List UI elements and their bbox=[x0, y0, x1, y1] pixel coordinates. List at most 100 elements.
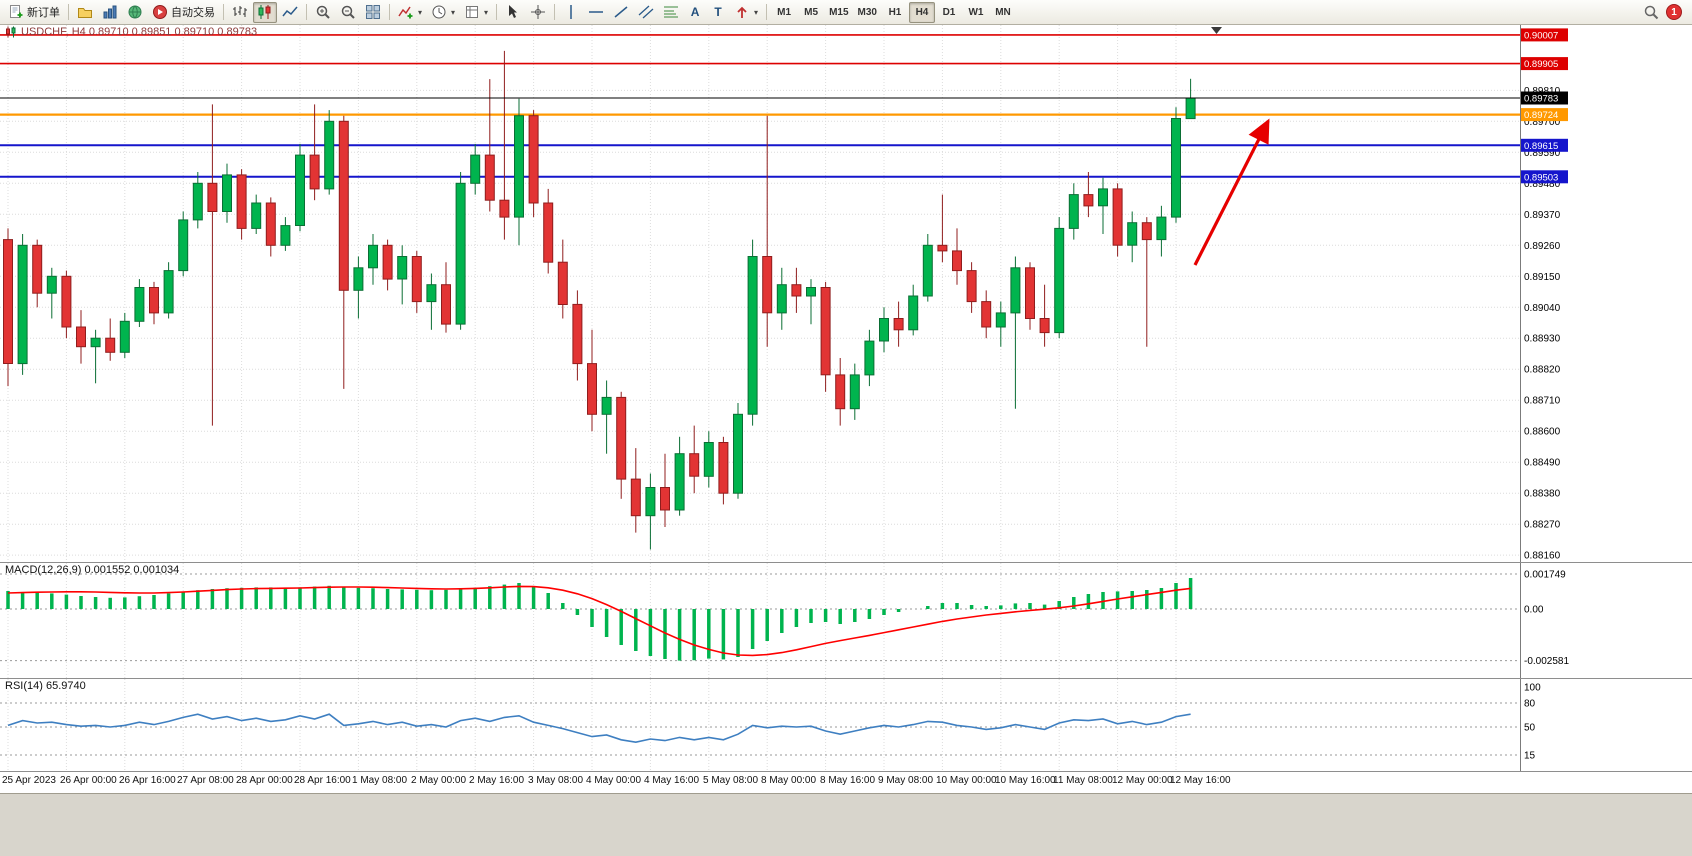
time-axis-label: 1 May 08:00 bbox=[352, 775, 408, 786]
metaeditor-button[interactable] bbox=[73, 2, 97, 23]
auto-trading-button[interactable]: 自动交易 bbox=[148, 2, 219, 23]
crosshair-tool-button[interactable] bbox=[526, 2, 550, 23]
label-icon: T bbox=[714, 5, 722, 19]
fibonacci-tool-button[interactable] bbox=[659, 2, 683, 23]
svg-text:0.88710: 0.88710 bbox=[1524, 396, 1561, 407]
time-axis-label: 8 May 16:00 bbox=[820, 775, 876, 786]
svg-text:0.88490: 0.88490 bbox=[1524, 458, 1561, 469]
svg-text:0.89590: 0.89590 bbox=[1524, 148, 1561, 159]
zoom-out-button[interactable] bbox=[336, 2, 360, 23]
svg-text:0.89700: 0.89700 bbox=[1524, 117, 1561, 128]
time-axis-label: 4 May 16:00 bbox=[644, 775, 700, 786]
svg-text:0.88380: 0.88380 bbox=[1524, 489, 1561, 500]
price-tag[interactable]: 0.89783 bbox=[1521, 91, 1568, 105]
time-axis-label: 28 Apr 16:00 bbox=[294, 775, 351, 786]
time-axis[interactable]: 25 Apr 2023 26 Apr 00:00 26 Apr 16:00 27 Ap… bbox=[0, 771, 1692, 793]
svg-text:0.88160: 0.88160 bbox=[1524, 551, 1561, 562]
timeframe-mn-button[interactable]: MN bbox=[990, 2, 1016, 23]
trend-arrow[interactable] bbox=[1193, 118, 1270, 266]
arrow-up-icon bbox=[734, 4, 750, 20]
charts-button[interactable] bbox=[98, 2, 122, 23]
history-center-button[interactable] bbox=[123, 2, 147, 23]
time-axis-label: 2 May 00:00 bbox=[411, 775, 467, 786]
periods-button[interactable]: ▾ bbox=[427, 2, 459, 23]
channel-tool-button[interactable] bbox=[634, 2, 658, 23]
time-axis-label: 28 Apr 00:00 bbox=[236, 775, 293, 786]
price-axis-labels: 0.89810 0.89700 0.89590 0.89480 0.89370 0.892… bbox=[1524, 86, 1561, 562]
chevron-down-icon: ▾ bbox=[754, 7, 759, 17]
chart-shift-marker[interactable] bbox=[1211, 27, 1222, 34]
candlestick-mode-button[interactable] bbox=[253, 1, 277, 23]
notification-badge[interactable]: 1 bbox=[1666, 4, 1682, 20]
templates-button[interactable]: ▾ bbox=[460, 2, 492, 23]
charts-icon bbox=[102, 4, 118, 20]
rsi-line bbox=[7, 713, 1191, 744]
time-axis-label: 10 May 00:00 bbox=[936, 775, 997, 786]
time-axis-label: 10 May 16:00 bbox=[995, 775, 1056, 786]
timeframe-h1-button[interactable]: H1 bbox=[882, 2, 908, 23]
clock-icon bbox=[431, 4, 447, 20]
template-icon bbox=[464, 4, 480, 20]
timeframe-m1-button[interactable]: M1 bbox=[771, 2, 797, 23]
new-order-icon bbox=[8, 4, 24, 20]
cursor-tool-button[interactable] bbox=[501, 2, 525, 23]
timeframe-m5-button[interactable]: M5 bbox=[798, 2, 824, 23]
search-button[interactable] bbox=[1639, 2, 1663, 23]
grid-layer: 100 80 50 15 bbox=[0, 679, 1541, 771]
candlestick-chart[interactable]: 0.89810 0.89700 0.89590 0.89480 0.89370 0.892… bbox=[0, 25, 1692, 562]
svg-text:0.89150: 0.89150 bbox=[1524, 272, 1561, 283]
svg-text:0.90007: 0.90007 bbox=[1524, 30, 1558, 41]
tile-windows-button[interactable] bbox=[361, 2, 385, 23]
indicators-button[interactable]: ▾ bbox=[394, 2, 426, 23]
svg-text:0.89260: 0.89260 bbox=[1524, 241, 1561, 252]
fibonacci-icon bbox=[663, 4, 679, 20]
arrows-tool-button[interactable]: ▾ bbox=[730, 2, 762, 23]
svg-text:0.00: 0.00 bbox=[1524, 605, 1544, 616]
rsi-chart[interactable]: 100 80 50 15 bbox=[0, 679, 1692, 771]
toolbar-separator bbox=[223, 4, 224, 20]
svg-text:0.88930: 0.88930 bbox=[1524, 334, 1561, 345]
zoom-in-button[interactable] bbox=[311, 2, 335, 23]
macd-panel[interactable]: 0.001749 0.00 -0.002581 MACD(12,26,9) 0.00… bbox=[0, 562, 1692, 678]
svg-text:0.89040: 0.89040 bbox=[1524, 303, 1561, 314]
line-chart-icon bbox=[282, 4, 298, 20]
metaeditor-icon bbox=[77, 4, 93, 20]
chart-region: 0.89810 0.89700 0.89590 0.89480 0.89370 0.892… bbox=[0, 25, 1692, 856]
price-tag[interactable]: 0.89615 bbox=[1521, 138, 1568, 152]
timeframe-m30-button[interactable]: M30 bbox=[854, 2, 881, 23]
price-chart-panel[interactable]: 0.89810 0.89700 0.89590 0.89480 0.89370 0.892… bbox=[0, 25, 1692, 562]
timeframe-d1-button[interactable]: D1 bbox=[936, 2, 962, 23]
timeframe-h4-button[interactable]: H4 bbox=[908, 1, 935, 23]
horizontal-line-tool-button[interactable] bbox=[584, 2, 608, 23]
svg-text:-0.002581: -0.002581 bbox=[1524, 656, 1569, 667]
line-chart-mode-button[interactable] bbox=[278, 2, 302, 23]
label-tool-button[interactable]: T bbox=[707, 2, 729, 23]
trendline-tool-button[interactable] bbox=[609, 2, 633, 23]
svg-text:0.88270: 0.88270 bbox=[1524, 520, 1561, 531]
time-axis-label: 3 May 08:00 bbox=[528, 775, 584, 786]
price-tag[interactable]: 0.90007 bbox=[1521, 28, 1568, 42]
timeframe-w1-button[interactable]: W1 bbox=[963, 2, 989, 23]
text-tool-button[interactable]: A bbox=[684, 2, 706, 23]
zoom-in-icon bbox=[315, 4, 331, 20]
bar-chart-icon bbox=[232, 4, 248, 20]
svg-text:0.89370: 0.89370 bbox=[1524, 210, 1561, 221]
timeframe-m15-button[interactable]: M15 bbox=[825, 2, 852, 23]
bottom-strip bbox=[0, 793, 1692, 856]
time-axis-label: 12 May 00:00 bbox=[1112, 775, 1173, 786]
time-axis-label: 8 May 00:00 bbox=[761, 775, 817, 786]
vertical-line-tool-button[interactable] bbox=[559, 2, 583, 23]
svg-text:80: 80 bbox=[1524, 699, 1536, 710]
rsi-panel[interactable]: 100 80 50 15 RSI(14) 65.9740 bbox=[0, 678, 1692, 771]
price-tag[interactable]: 0.89905 bbox=[1521, 57, 1568, 71]
svg-text:0.89503: 0.89503 bbox=[1524, 172, 1558, 183]
price-tag[interactable]: 0.89724 bbox=[1521, 108, 1568, 122]
svg-text:0.89905: 0.89905 bbox=[1524, 59, 1558, 70]
svg-text:0.89724: 0.89724 bbox=[1524, 110, 1558, 121]
time-axis-label: 26 Apr 16:00 bbox=[119, 775, 176, 786]
macd-chart[interactable]: 0.001749 0.00 -0.002581 bbox=[0, 563, 1692, 678]
new-order-button[interactable]: 新订单 bbox=[4, 2, 64, 23]
bar-chart-mode-button[interactable] bbox=[228, 2, 252, 23]
price-tag[interactable]: 0.89503 bbox=[1521, 170, 1568, 184]
